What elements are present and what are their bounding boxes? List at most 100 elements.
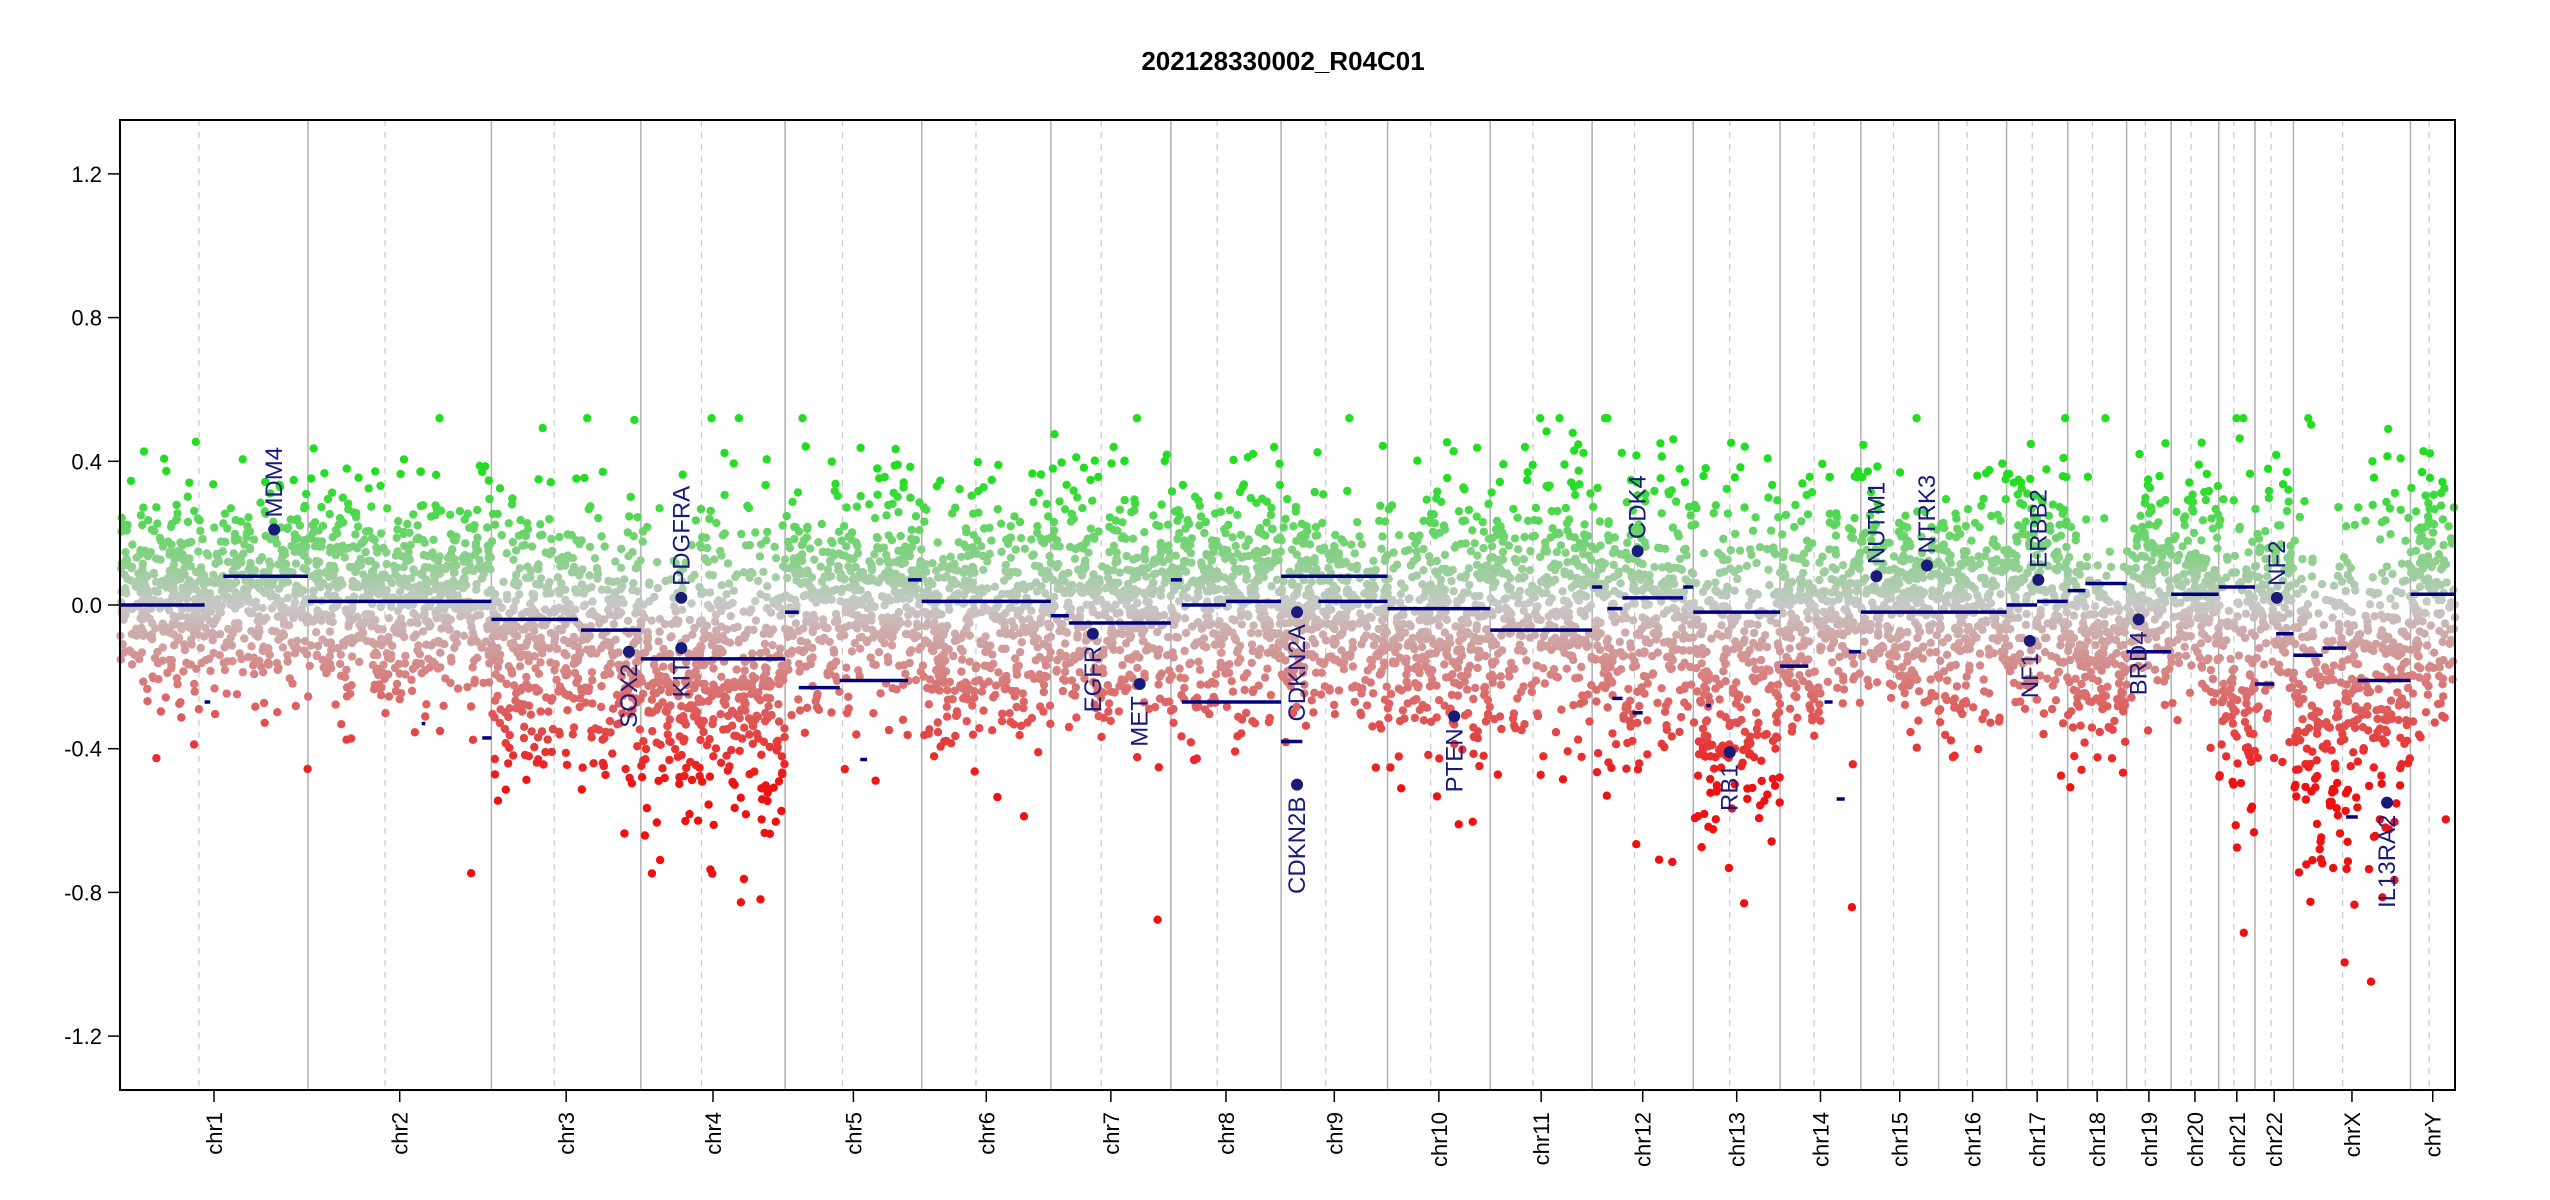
probe-point: [884, 631, 894, 640]
probe-point: [983, 643, 993, 653]
probe-point: [776, 644, 785, 653]
probe-point: [490, 770, 500, 779]
probe-point: [1083, 534, 1093, 543]
probe-point: [808, 643, 817, 653]
probe-point: [495, 718, 505, 728]
probe-point: [290, 530, 299, 539]
probe-point: [628, 548, 637, 557]
probe-point: [1460, 573, 1470, 583]
probe-point: [1233, 732, 1242, 741]
probe-point: [1549, 664, 1559, 674]
probe-point: [802, 533, 811, 542]
probe-point: [641, 744, 651, 754]
probe-point: [677, 577, 687, 586]
probe-point: [230, 529, 240, 539]
probe-point: [715, 546, 725, 556]
probe-point: [797, 579, 807, 588]
probe-point: [1221, 585, 1230, 594]
probe-point: [326, 664, 336, 673]
probe-point: [173, 547, 182, 556]
probe-point: [1523, 468, 1533, 477]
probe-point: [164, 606, 174, 615]
probe-point: [178, 605, 187, 614]
probe-point: [608, 704, 618, 713]
probe-point: [786, 626, 795, 635]
probe-point: [1422, 495, 1431, 504]
probe-point: [774, 700, 783, 709]
probe-point: [1369, 632, 1378, 641]
probe-point: [211, 559, 220, 568]
probe-point: [1251, 591, 1261, 601]
probe-point: [834, 561, 843, 571]
probe-point: [487, 537, 497, 546]
probe-point: [736, 793, 745, 802]
probe-point: [1358, 684, 1367, 693]
probe-point: [1403, 641, 1412, 650]
probe-point: [842, 663, 851, 672]
probe-point: [690, 570, 699, 580]
probe-point: [419, 501, 428, 510]
probe-point: [744, 504, 754, 513]
probe-point: [983, 661, 992, 671]
probe-point: [579, 602, 588, 611]
probe-point: [1396, 598, 1405, 607]
probe-point: [1339, 622, 1349, 631]
probe-point: [222, 689, 231, 698]
probe-point: [553, 644, 562, 654]
probe-point: [762, 693, 771, 702]
probe-point: [1230, 747, 1240, 756]
probe-point: [905, 608, 914, 617]
probe-point: [563, 530, 572, 539]
probe-point: [1318, 630, 1328, 639]
probe-point: [1247, 658, 1257, 668]
probe-point: [948, 509, 957, 518]
probe-point: [932, 634, 942, 643]
probe-point: [637, 773, 647, 782]
probe-point: [318, 655, 327, 664]
probe-point: [633, 742, 642, 751]
probe-point: [168, 592, 177, 601]
probe-point: [490, 754, 499, 764]
probe-point: [311, 574, 320, 583]
probe-point: [1159, 611, 1169, 620]
probe-point: [629, 532, 638, 541]
probe-point: [757, 784, 766, 793]
probe-point: [1180, 584, 1190, 593]
probe-point: [794, 695, 803, 704]
probe-point: [998, 709, 1007, 718]
probe-point: [617, 595, 626, 604]
probe-point: [1195, 501, 1205, 510]
probe-point: [403, 519, 412, 529]
probe-point: [798, 414, 807, 423]
probe-point: [1369, 556, 1378, 566]
probe-point: [730, 682, 740, 692]
probe-point: [1429, 639, 1438, 648]
probe-point: [741, 810, 751, 819]
probe-point: [924, 729, 933, 738]
probe-point: [1292, 587, 1302, 596]
probe-point: [1454, 507, 1464, 516]
probe-point: [187, 622, 196, 632]
probe-point: [1118, 518, 1127, 527]
probe-point: [1570, 446, 1579, 455]
probe-point: [851, 562, 860, 572]
probe-point: [1236, 654, 1245, 664]
probe-point: [1497, 646, 1507, 655]
probe-point: [190, 687, 199, 696]
probe-point: [1220, 573, 1229, 582]
probe-point: [1043, 619, 1052, 629]
probe-point: [572, 474, 581, 483]
probe-point: [300, 637, 310, 646]
probe-point: [1412, 571, 1422, 580]
probe-point: [524, 684, 533, 693]
probe-point: [834, 527, 844, 536]
probe-point: [139, 677, 148, 686]
probe-point: [1360, 589, 1369, 598]
probe-point: [548, 724, 558, 734]
probe-point: [853, 585, 862, 595]
probe-point: [581, 698, 590, 707]
probe-point: [1405, 594, 1414, 603]
probe-point: [563, 706, 572, 715]
probe-point: [250, 669, 259, 679]
probe-point: [817, 577, 827, 586]
